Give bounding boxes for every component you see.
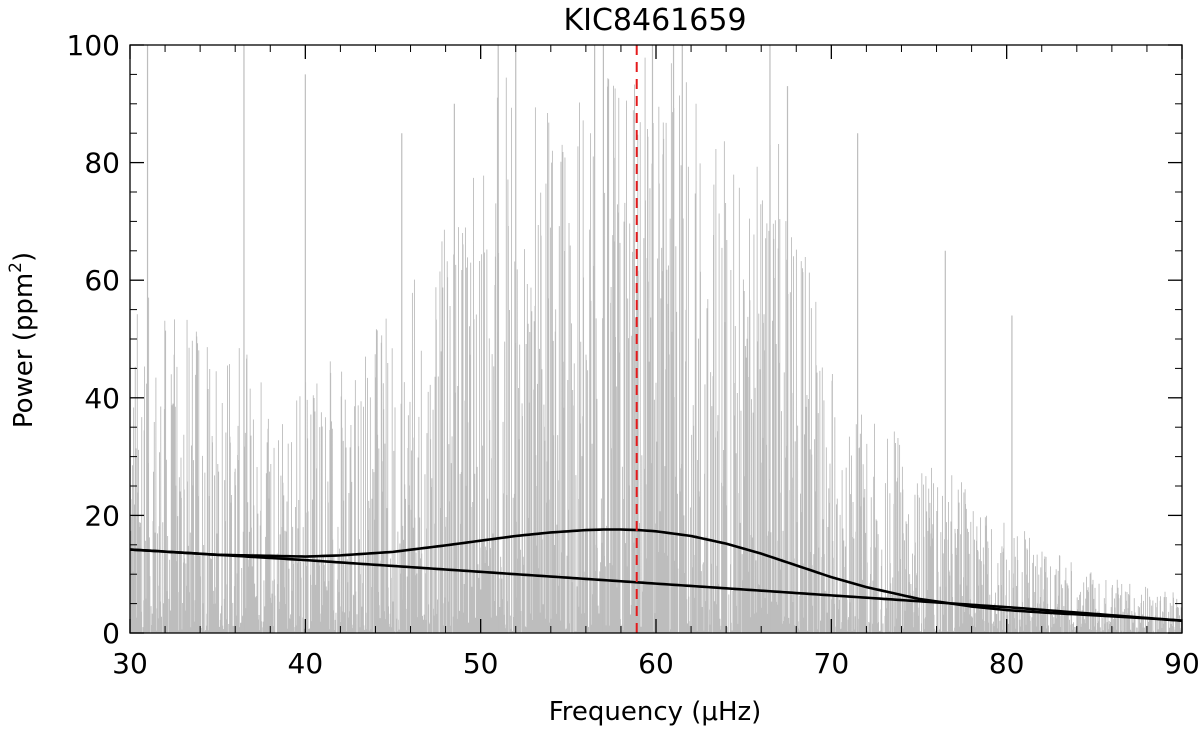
y-tick-label: 60: [84, 264, 120, 297]
y-tick-label: 80: [84, 147, 120, 180]
x-axis-title: Frequency (μHz): [549, 697, 762, 727]
x-tick-label: 50: [463, 647, 499, 680]
x-tick-label: 40: [288, 647, 324, 680]
x-tick-label: 90: [1164, 647, 1200, 680]
x-tick-label: 70: [814, 647, 850, 680]
y-axis-title: Power (ppm2): [6, 252, 39, 428]
power-spectrum-series: [129, 45, 1183, 633]
y-tick-label: 20: [84, 499, 120, 532]
x-tick-label: 80: [989, 647, 1025, 680]
tick-labels: 30 40 50 60 70 80 90 0 20 40 60 80 100: [67, 29, 1200, 680]
y-axis-title-superscript: 2: [6, 262, 26, 273]
background-plus-gaussian-line: [129, 528, 1183, 622]
y-axis-title-close: ): [9, 252, 39, 262]
y-axis-title-text: Power (ppm: [9, 273, 39, 428]
y-tick-label: 0: [102, 617, 120, 650]
fit-curves: [129, 528, 1183, 622]
y-tick-label: 40: [84, 382, 120, 415]
x-tick-label: 60: [638, 647, 674, 680]
chart-title: KIC8461659: [563, 3, 746, 38]
axes: [129, 44, 1183, 634]
y-tick-label: 100: [67, 29, 120, 62]
spectrum-trace: [129, 57, 1183, 633]
x-tick-label: 30: [112, 647, 148, 680]
background-line: [129, 548, 1183, 622]
